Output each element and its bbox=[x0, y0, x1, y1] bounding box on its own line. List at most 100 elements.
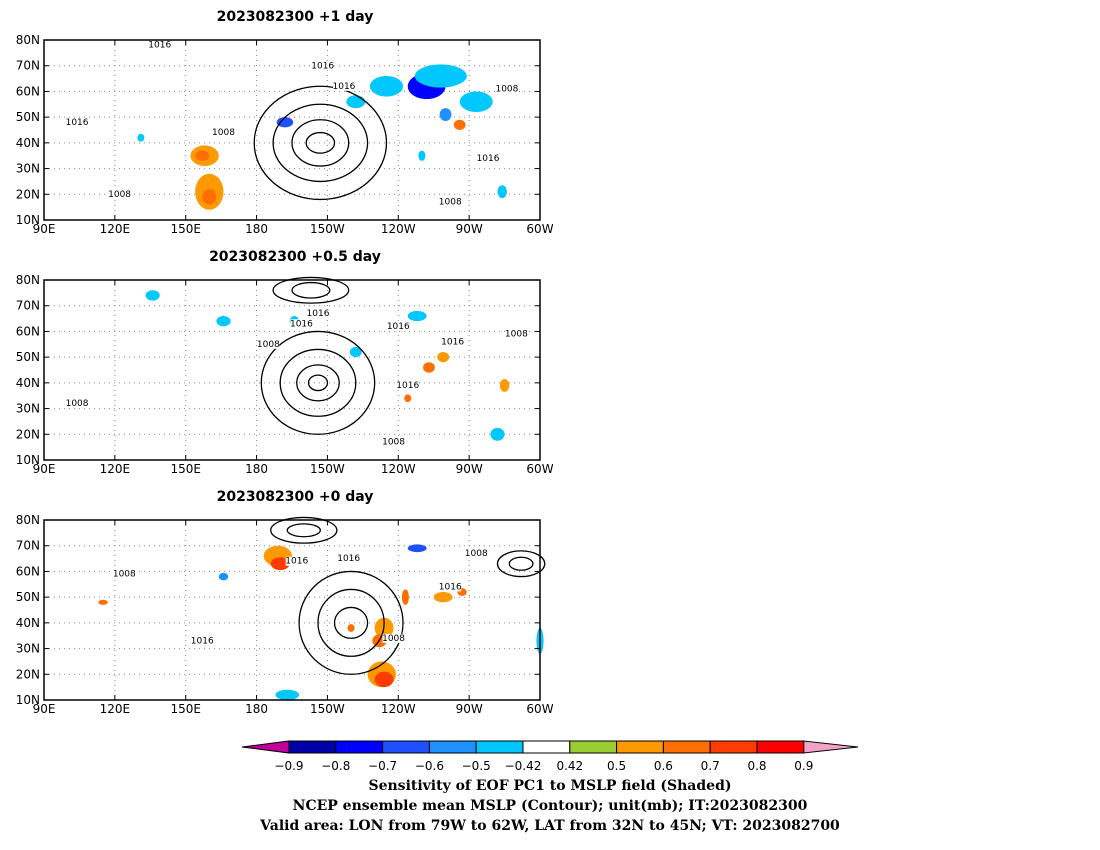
mslp-contour bbox=[291, 281, 331, 299]
contour-label-bg bbox=[311, 61, 334, 71]
contour-label-bg bbox=[66, 399, 89, 408]
contour-label: 1016 bbox=[290, 319, 313, 329]
mslp-contour bbox=[317, 588, 385, 657]
lon-tick-label: 90W bbox=[456, 222, 483, 236]
lat-tick-label: 50N bbox=[16, 590, 40, 604]
contour-label: 1008 bbox=[212, 128, 235, 138]
colorbar-tick-label: −0.7 bbox=[368, 759, 397, 773]
shaded-region bbox=[423, 362, 435, 373]
colorbar-swatch bbox=[335, 740, 384, 754]
contour-label-bg bbox=[285, 556, 308, 566]
shaded-region bbox=[407, 310, 427, 322]
colorbar-arrow-left bbox=[241, 740, 290, 754]
panel-title: 2023082300 +0 day bbox=[217, 489, 374, 505]
lat-tick-label: 20N bbox=[16, 187, 40, 201]
mslp-contour bbox=[291, 119, 350, 167]
lat-tick-label: 60N bbox=[16, 84, 40, 98]
contour-label: 1008 bbox=[382, 438, 405, 448]
shaded-region bbox=[270, 557, 290, 571]
contour-label-bg bbox=[191, 636, 214, 646]
lat-tick-label: 50N bbox=[16, 350, 40, 364]
colorbar-swatch bbox=[288, 740, 337, 754]
contour-label-bg bbox=[332, 81, 355, 91]
colorbar-arrow-right bbox=[803, 740, 859, 754]
colorbar-swatch bbox=[428, 740, 477, 754]
contour-label-bg bbox=[212, 128, 235, 138]
colorbar-tick-label: −0.42 bbox=[505, 759, 542, 773]
lon-tick-label: 120E bbox=[100, 222, 131, 236]
shaded-region bbox=[497, 185, 507, 199]
contour-label: 1016 bbox=[307, 309, 330, 319]
shaded-region bbox=[459, 91, 493, 112]
contour-label-bg bbox=[337, 554, 360, 564]
contour-label-bg bbox=[396, 381, 419, 390]
contour-label: 1008 bbox=[382, 634, 405, 644]
shaded-region bbox=[276, 117, 294, 128]
colorbar-swatch bbox=[709, 740, 758, 754]
lon-tick-label: 60W bbox=[526, 702, 553, 716]
caption-line-3: Valid area: LON from 79W to 62W, LAT fro… bbox=[259, 818, 840, 834]
contour-label: 1008 bbox=[505, 330, 528, 340]
shaded-region bbox=[347, 624, 355, 632]
contour-label-bg bbox=[382, 633, 405, 643]
lat-tick-label: 80N bbox=[16, 513, 40, 527]
lat-tick-label: 70N bbox=[16, 539, 40, 553]
contour-label-bg bbox=[290, 319, 313, 329]
mslp-contour bbox=[333, 606, 369, 639]
map-panel: 2023082300 +1 day 1016 1016 1016 1008 1016 100… bbox=[16, 9, 554, 236]
panel-frame bbox=[43, 279, 541, 461]
shaded-region bbox=[404, 394, 412, 403]
contour-label: 1016 bbox=[333, 82, 356, 92]
caption-line-1: Sensitivity of EOF PC1 to MSLP field (Sh… bbox=[368, 778, 731, 794]
shaded-region bbox=[407, 544, 427, 553]
contour-label-bg bbox=[439, 197, 462, 207]
contour-label-bg bbox=[257, 339, 280, 349]
colorbar-tick-label: 0.42 bbox=[556, 759, 583, 773]
contour-label-bg bbox=[505, 329, 528, 339]
shaded-region bbox=[437, 352, 450, 363]
mslp-contour bbox=[298, 570, 404, 675]
lon-tick-label: 120E bbox=[100, 462, 131, 476]
lon-tick-label: 90E bbox=[33, 462, 56, 476]
contour-label-bg bbox=[66, 117, 89, 127]
panel-frame bbox=[43, 519, 541, 701]
lon-tick-label: 120W bbox=[381, 702, 416, 716]
shaded-region bbox=[275, 689, 300, 700]
mslp-contour bbox=[286, 523, 321, 538]
contour-label-bg bbox=[495, 84, 518, 94]
contour-label: 1016 bbox=[337, 554, 360, 564]
lat-tick-label: 80N bbox=[16, 273, 40, 287]
contour-label: 1016 bbox=[387, 322, 410, 332]
colorbar: −0.9 −0.8 −0.7 −0.6 −0.5 −0.42 0.42 0.5 0.6 0.7 0.… bbox=[241, 740, 859, 773]
contour-label: 1008 bbox=[439, 198, 462, 208]
lat-tick-label: 40N bbox=[16, 136, 40, 150]
contour-label: 1008 bbox=[113, 570, 136, 580]
mslp-contour bbox=[296, 364, 340, 402]
lat-tick-label: 40N bbox=[16, 376, 40, 390]
panel-title: 2023082300 +0.5 day bbox=[209, 249, 381, 265]
contour-label: 1008 bbox=[108, 190, 131, 200]
lon-tick-label: 150W bbox=[310, 702, 345, 716]
colorbar-swatch bbox=[382, 740, 430, 754]
contour-label: 1008 bbox=[495, 84, 518, 94]
shaded-region bbox=[137, 133, 145, 142]
map-panel: 2023082300 +0 day 1016 1016 1008 1008 1016 100… bbox=[16, 489, 554, 716]
mslp-contour bbox=[272, 103, 369, 183]
contour-label: 1016 bbox=[441, 337, 464, 347]
lon-tick-label: 90W bbox=[456, 462, 483, 476]
mslp-contour bbox=[279, 348, 357, 417]
colorbar-swatch bbox=[616, 740, 664, 754]
lat-tick-label: 20N bbox=[16, 427, 40, 441]
lat-tick-label: 20N bbox=[16, 667, 40, 681]
contour-label-bg bbox=[148, 40, 171, 50]
lon-tick-label: 180 bbox=[245, 462, 268, 476]
lat-tick-label: 10N bbox=[16, 453, 40, 467]
contour-label: 1016 bbox=[66, 118, 89, 128]
contour-label-bg bbox=[382, 437, 405, 447]
colorbar-swatch bbox=[662, 740, 711, 754]
shaded-region bbox=[216, 316, 231, 327]
contour-label-bg bbox=[113, 569, 136, 579]
caption-line-2: NCEP ensemble mean MSLP (Contour); unit(… bbox=[293, 798, 808, 814]
lat-tick-label: 30N bbox=[16, 642, 40, 656]
